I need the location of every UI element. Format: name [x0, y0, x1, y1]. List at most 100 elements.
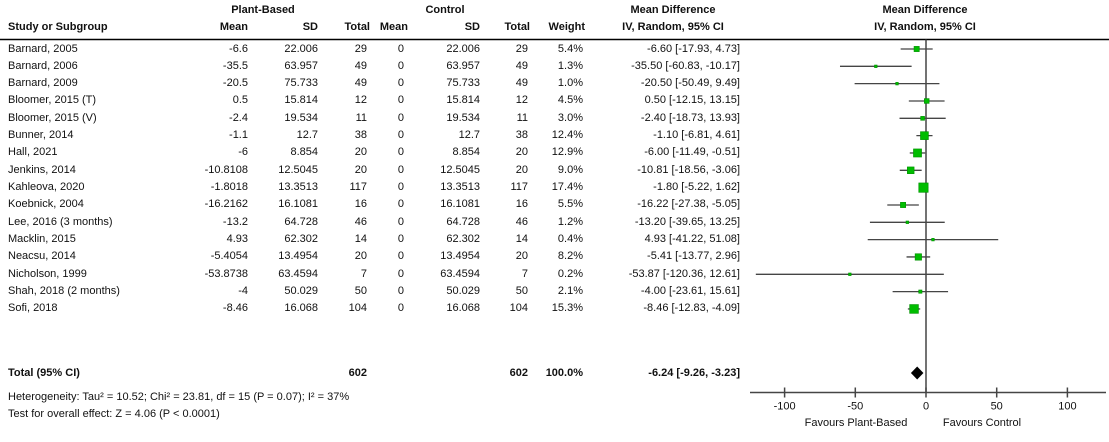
favours-left-label: Favours Plant-Based: [804, 417, 908, 429]
cell-mean2: 0: [397, 250, 404, 263]
heterogeneity-text: Heterogeneity: Tau² = 10.52; Chi² = 23.8…: [8, 391, 350, 403]
cell-total1: 20: [354, 163, 367, 176]
cell-sd1: 15.814: [284, 94, 318, 107]
cell-total1: 38: [354, 129, 367, 142]
cell-sd2: 62.302: [446, 233, 480, 246]
cell-sd1: 12.7: [296, 129, 318, 142]
cell-md_text: -10.81 [-18.56, -3.06]: [637, 163, 740, 176]
cell-mean2: 0: [397, 181, 404, 194]
cell-sd2: 16.068: [446, 302, 480, 315]
cell-total1: 20: [354, 250, 367, 263]
cell-total2: 20: [515, 250, 528, 263]
cell-mean2: 0: [397, 59, 404, 72]
cell-mean1: 0.5: [232, 94, 248, 107]
cell-md_text: -53.87 [-120.36, 12.61]: [628, 267, 740, 280]
cell-name: Neacsu, 2014: [8, 250, 76, 263]
cell-sd2: 50.029: [446, 285, 480, 298]
cell-sd1: 8.854: [290, 146, 318, 159]
effect-square: [918, 182, 929, 193]
total-weight: 100.0%: [545, 367, 583, 379]
cell-total2: 104: [509, 302, 528, 315]
cell-weight: 17.4%: [551, 181, 583, 194]
cell-sd2: 15.814: [446, 94, 480, 107]
cell-sd2: 75.733: [446, 77, 480, 90]
cell-mean1: -8.46: [222, 302, 248, 315]
cell-sd2: 63.4594: [440, 267, 480, 280]
cell-sd1: 16.068: [284, 302, 318, 315]
cell-mean2: 0: [397, 163, 404, 176]
cell-mean1: -6.6: [229, 42, 248, 55]
cell-total2: 49: [515, 59, 528, 72]
cell-weight: 4.5%: [557, 94, 583, 107]
cell-mean1: -5.4054: [210, 250, 248, 263]
cell-name: Shah, 2018 (2 months): [8, 285, 120, 298]
cell-mean1: -6: [238, 146, 248, 159]
effect-square: [913, 148, 922, 158]
cell-name: Kahleova, 2020: [8, 181, 85, 194]
column-header-total-control: Total: [504, 21, 530, 33]
cell-mean1: 4.93: [226, 233, 248, 246]
cell-total2: 29: [515, 42, 528, 55]
cell-sd1: 22.006: [284, 42, 318, 55]
x-axis-tick-label: -50: [847, 401, 863, 413]
cell-total2: 20: [515, 163, 528, 176]
cell-mean2: 0: [397, 267, 404, 280]
cell-sd1: 16.1081: [278, 198, 318, 211]
cell-total1: 11: [355, 111, 367, 124]
cell-md_text: -6.60 [-17.93, 4.73]: [647, 42, 740, 55]
cell-total2: 11: [516, 111, 528, 124]
cell-name: Bunner, 2014: [8, 129, 74, 142]
cell-name: Lee, 2016 (3 months): [8, 215, 113, 228]
cell-md_text: -1.80 [-5.22, 1.62]: [653, 181, 740, 194]
cell-weight: 1.2%: [557, 215, 583, 228]
cell-sd1: 75.733: [284, 77, 318, 90]
cell-mean2: 0: [397, 42, 404, 55]
cell-name: Macklin, 2015: [8, 233, 76, 246]
column-header-sd-plant: SD: [302, 21, 318, 33]
overall-effect-text: Test for overall effect: Z = 4.06 (P < 0…: [8, 408, 220, 420]
cell-sd1: 62.302: [284, 233, 318, 246]
cell-sd2: 19.534: [446, 111, 480, 124]
effect-square: [907, 166, 915, 174]
cell-total1: 117: [349, 181, 367, 194]
cell-mean2: 0: [397, 77, 404, 90]
cell-weight: 1.0%: [557, 77, 583, 90]
cell-total1: 104: [348, 302, 367, 315]
cell-total1: 14: [354, 233, 367, 246]
x-axis-tick-label: -100: [774, 401, 796, 413]
cell-total1: 12: [354, 94, 367, 107]
cell-weight: 12.4%: [551, 129, 583, 142]
cell-sd2: 63.957: [446, 59, 480, 72]
cell-name: Hall, 2021: [8, 146, 58, 159]
effect-square: [924, 98, 930, 104]
cell-md_text: -2.40 [-18.73, 13.93]: [640, 111, 740, 124]
cell-total2: 20: [515, 146, 528, 159]
cell-mean1: -35.5: [222, 59, 248, 72]
cell-weight: 1.3%: [557, 59, 583, 72]
total-control-n: 602: [509, 367, 528, 379]
cell-name: Barnard, 2006: [8, 59, 78, 72]
column-header-sd-control: SD: [464, 21, 480, 33]
effect-square: [874, 64, 878, 68]
cell-sd2: 8.854: [452, 146, 480, 159]
cell-weight: 0.2%: [557, 267, 583, 280]
cell-md_text: -5.41 [-13.77, 2.96]: [647, 250, 740, 263]
cell-md_text: -20.50 [-50.49, 9.49]: [640, 77, 740, 90]
cell-name: Nicholson, 1999: [8, 267, 87, 280]
cell-sd2: 16.1081: [440, 198, 480, 211]
cell-mean2: 0: [397, 198, 404, 211]
plot-column-subtitle: IV, Random, 95% CI: [874, 21, 976, 33]
group-header-plant-based: Plant-Based: [231, 4, 295, 16]
cell-sd1: 63.957: [284, 59, 318, 72]
cell-total2: 50: [515, 285, 528, 298]
effect-square: [914, 253, 922, 261]
cell-md_text: -4.00 [-23.61, 15.61]: [640, 285, 740, 298]
pooled-diamond: [910, 366, 924, 380]
cell-total2: 38: [515, 129, 528, 142]
favours-right-label: Favours Control: [942, 417, 1022, 429]
cell-md_text: 0.50 [-12.15, 13.15]: [644, 94, 740, 107]
cell-mean2: 0: [397, 111, 404, 124]
cell-name: Barnard, 2005: [8, 42, 78, 55]
